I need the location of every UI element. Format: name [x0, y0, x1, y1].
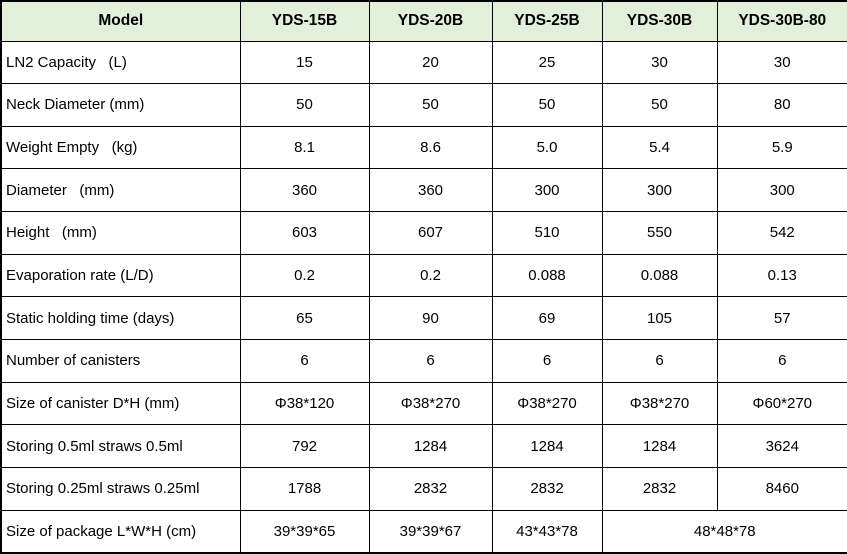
- data-cell: 8.1: [239, 125, 370, 170]
- data-cell: 5.4: [601, 125, 718, 170]
- data-cell: 1284: [601, 424, 718, 469]
- data-cell: 360: [239, 168, 370, 213]
- header-cell-model: Model: [0, 0, 241, 42]
- data-cell: Φ38*270: [601, 381, 718, 426]
- data-cell: Φ38*120: [239, 381, 370, 426]
- table-row-diameter: Diameter (mm) 360 360 300 300 300: [0, 168, 847, 213]
- data-cell: 6: [239, 339, 370, 383]
- row-label-cell: Number of canisters: [0, 339, 241, 383]
- data-cell: 1284: [368, 424, 493, 469]
- data-cell: 0.13: [716, 253, 847, 298]
- data-cell: 0.2: [239, 253, 370, 298]
- header-cell-yds-15b: YDS-15B: [239, 0, 370, 42]
- data-cell: 65: [239, 296, 370, 341]
- data-cell: 2832: [601, 467, 718, 511]
- row-label-cell: Weight Empty (kg): [0, 125, 241, 170]
- data-cell: 5.9: [716, 125, 847, 170]
- data-cell: 20: [368, 40, 493, 85]
- data-cell: Φ38*270: [368, 381, 493, 426]
- table-row-storing-025ml-straws: Storing 0.25ml straws 0.25ml 1788 2832 2…: [0, 467, 847, 511]
- data-cell: 3624: [716, 424, 847, 469]
- data-cell: 300: [601, 168, 718, 213]
- header-row: Model YDS-15B YDS-20B YDS-25B YDS-30B YD…: [0, 0, 847, 42]
- data-cell: 8.6: [368, 125, 493, 170]
- data-cell: 25: [491, 40, 603, 85]
- data-cell: 510: [491, 211, 603, 255]
- table-row-weight-empty: Weight Empty (kg) 8.1 8.6 5.0 5.4 5.9: [0, 125, 847, 170]
- data-cell: 300: [716, 168, 847, 213]
- table-row-canister-size: Size of canister D*H (mm) Φ38*120 Φ38*27…: [0, 381, 847, 426]
- table-row-height: Height (mm) 603 607 510 550 542: [0, 211, 847, 255]
- data-cell: 6: [601, 339, 718, 383]
- data-cell: 6: [368, 339, 493, 383]
- data-cell: 50: [491, 83, 603, 127]
- data-cell: 1284: [491, 424, 603, 469]
- data-cell: 542: [716, 211, 847, 255]
- data-cell: 90: [368, 296, 493, 341]
- data-cell: 0.2: [368, 253, 493, 298]
- data-cell-merged: 48*48*78: [601, 509, 847, 554]
- data-cell: 39*39*67: [368, 509, 493, 554]
- data-cell: 607: [368, 211, 493, 255]
- data-cell: 50: [239, 83, 370, 127]
- data-cell: 792: [239, 424, 370, 469]
- data-cell: 80: [716, 83, 847, 127]
- data-cell: 50: [601, 83, 718, 127]
- data-cell: 8460: [716, 467, 847, 511]
- data-cell: 300: [491, 168, 603, 213]
- data-cell: 5.0: [491, 125, 603, 170]
- data-cell: 1788: [239, 467, 370, 511]
- table-row-neck-diameter: Neck Diameter (mm) 50 50 50 50 80: [0, 83, 847, 127]
- table-row-static-holding-time: Static holding time (days) 65 90 69 105 …: [0, 296, 847, 341]
- row-label-cell: LN2 Capacity (L): [0, 40, 241, 85]
- table-row-ln2-capacity: LN2 Capacity (L) 15 20 25 30 30: [0, 40, 847, 85]
- table-row-storing-05ml-straws: Storing 0.5ml straws 0.5ml 792 1284 1284…: [0, 424, 847, 469]
- header-cell-yds-30b-80: YDS-30B-80: [716, 0, 847, 42]
- data-cell: 30: [601, 40, 718, 85]
- data-cell: 15: [239, 40, 370, 85]
- data-cell: 30: [716, 40, 847, 85]
- data-cell: 2832: [491, 467, 603, 511]
- data-cell: 69: [491, 296, 603, 341]
- row-label-cell: Size of canister D*H (mm): [0, 381, 241, 426]
- row-label-cell: Neck Diameter (mm): [0, 83, 241, 127]
- data-cell: 39*39*65: [239, 509, 370, 554]
- data-cell: 603: [239, 211, 370, 255]
- data-cell: 550: [601, 211, 718, 255]
- data-cell: 43*43*78: [491, 509, 603, 554]
- header-cell-yds-25b: YDS-25B: [491, 0, 603, 42]
- row-label-cell: Storing 0.25ml straws 0.25ml: [0, 467, 241, 511]
- row-label-cell: Static holding time (days): [0, 296, 241, 341]
- data-cell: Φ38*270: [491, 381, 603, 426]
- table-row-evaporation-rate: Evaporation rate (L/D) 0.2 0.2 0.088 0.0…: [0, 253, 847, 298]
- row-label-cell: Storing 0.5ml straws 0.5ml: [0, 424, 241, 469]
- data-cell: 105: [601, 296, 718, 341]
- data-cell: 2832: [368, 467, 493, 511]
- header-cell-yds-20b: YDS-20B: [368, 0, 493, 42]
- table-row-package-size: Size of package L*W*H (cm) 39*39*65 39*3…: [0, 509, 847, 554]
- data-cell: 360: [368, 168, 493, 213]
- row-label-cell: Size of package L*W*H (cm): [0, 509, 241, 554]
- row-label-cell: Height (mm): [0, 211, 241, 255]
- header-cell-yds-30b: YDS-30B: [601, 0, 718, 42]
- data-cell: 6: [491, 339, 603, 383]
- data-cell: 0.088: [491, 253, 603, 298]
- data-cell: 6: [716, 339, 847, 383]
- data-cell: 0.088: [601, 253, 718, 298]
- data-cell: Φ60*270: [716, 381, 847, 426]
- row-label-cell: Diameter (mm): [0, 168, 241, 213]
- row-label-cell: Evaporation rate (L/D): [0, 253, 241, 298]
- data-cell: 50: [368, 83, 493, 127]
- data-cell: 57: [716, 296, 847, 341]
- table-row-number-of-canisters: Number of canisters 6 6 6 6 6: [0, 339, 847, 383]
